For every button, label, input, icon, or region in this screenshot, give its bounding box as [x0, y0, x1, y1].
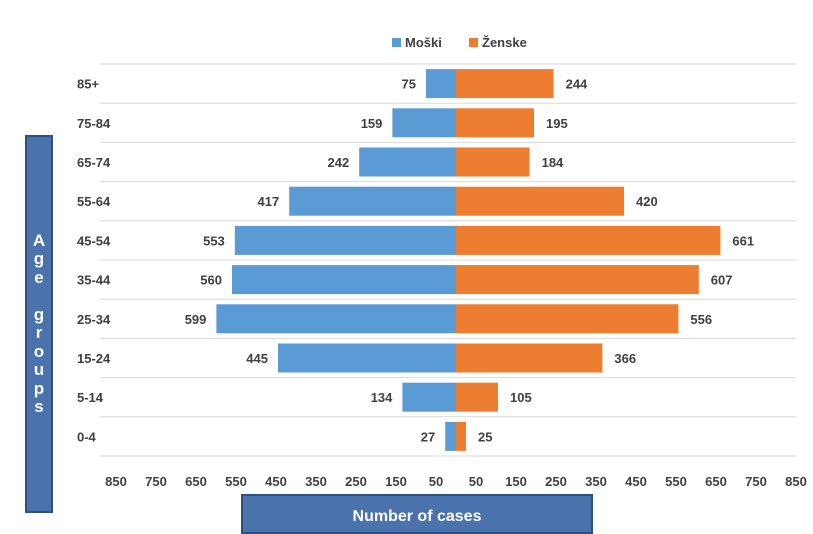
value-label-male: 134 [371, 390, 393, 405]
bar-female [456, 69, 554, 99]
x-tick-label: 550 [225, 474, 247, 489]
x-tick-label: 650 [705, 474, 727, 489]
x-tick-label: 50 [469, 474, 483, 489]
value-label-female: 195 [546, 116, 568, 131]
category-label: 5-14 [77, 390, 104, 405]
y-axis-title-char: e [34, 267, 44, 287]
x-tick-label: 850 [785, 474, 807, 489]
y-axis-title-char: p [33, 378, 45, 398]
bar-female [456, 186, 624, 216]
bar-male [359, 147, 456, 177]
legend: Moški Ženske [392, 35, 527, 50]
y-axis-title-char: A [32, 230, 46, 250]
x-tick-label: 350 [585, 474, 607, 489]
legend-swatch [469, 38, 478, 47]
value-label-male: 445 [246, 351, 268, 366]
value-label-female: 420 [636, 194, 658, 209]
value-label-male: 242 [327, 155, 349, 170]
bar-male [289, 186, 456, 216]
x-tick-label: 50 [429, 474, 443, 489]
bar-male [232, 265, 456, 295]
bar-female [456, 343, 603, 373]
y-axis-title-char: r [35, 323, 43, 342]
category-label: 65-74 [77, 155, 111, 170]
x-tick-label: 250 [345, 474, 367, 489]
bar-male [402, 382, 456, 412]
value-label-female: 184 [542, 155, 564, 170]
x-tick-label: 350 [305, 474, 327, 489]
bar-female [456, 225, 721, 255]
y-axis-title-char: o [33, 341, 45, 361]
y-axis-title-char: s [34, 397, 44, 416]
x-tick-labels: 850 750 650 550 450 350 250 150 50 50 150 250 350 450… [105, 474, 807, 489]
category-label: 55-64 [77, 194, 111, 209]
bars [216, 69, 721, 451]
gridlines [100, 63, 796, 457]
x-axis-title: Number of cases [241, 494, 593, 534]
legend-swatch [392, 38, 401, 47]
category-label: 25-34 [77, 312, 111, 327]
value-label-male: 560 [200, 273, 222, 288]
y-axis-title-char [27, 287, 51, 306]
legend-label: Ženske [482, 35, 527, 50]
bar-female [456, 304, 679, 334]
bar-female [456, 147, 530, 177]
bar-male [216, 304, 456, 334]
value-label-male: 553 [203, 233, 225, 248]
legend-label: Moški [405, 35, 442, 50]
value-label-female: 25 [478, 429, 492, 444]
value-label-female: 607 [711, 273, 733, 288]
value-label-female: 661 [732, 233, 754, 248]
category-label: 75-84 [77, 116, 111, 131]
x-tick-label: 450 [625, 474, 647, 489]
category-label: 0-4 [77, 429, 97, 444]
x-tick-label: 750 [145, 474, 167, 489]
category-label: 85+ [77, 77, 99, 92]
x-tick-label: 250 [545, 474, 567, 489]
category-labels: 85+ 75-84 65-74 55-64 45-54 35-44 25-34 15-24 5-… [77, 77, 111, 445]
bar-female [456, 265, 699, 295]
value-label-male: 417 [257, 194, 279, 209]
bar-female [456, 108, 534, 138]
y-axis-title-char: g [33, 249, 45, 268]
x-tick-label: 750 [745, 474, 767, 489]
x-tick-label: 450 [265, 474, 287, 489]
x-tick-label: 550 [665, 474, 687, 489]
x-tick-label: 850 [105, 474, 127, 489]
category-label: 15-24 [77, 351, 111, 366]
x-axis-title-text: Number of cases [352, 508, 482, 525]
value-label-female: 105 [510, 390, 532, 405]
y-axis-title-char: u [33, 360, 45, 379]
x-tick-label: 150 [385, 474, 407, 489]
bar-female [456, 382, 498, 412]
bar-male [445, 421, 456, 451]
x-tick-label: 150 [505, 474, 527, 489]
value-label-female: 244 [566, 77, 588, 92]
category-label: 35-44 [77, 273, 111, 288]
value-label-male: 159 [361, 116, 383, 131]
bar-male [278, 343, 456, 373]
bar-male [392, 108, 456, 138]
value-label-female: 366 [614, 351, 636, 366]
value-labels: 75 244 159 195 242 184 417 420 553 661 560 607 599 55… [185, 77, 754, 445]
y-axis-title-char: g [33, 304, 45, 324]
value-label-male: 599 [185, 312, 207, 327]
bar-male [234, 225, 456, 255]
value-label-male: 27 [421, 429, 435, 444]
bar-male [426, 69, 456, 99]
category-label: 45-54 [77, 233, 111, 248]
x-tick-label: 650 [185, 474, 207, 489]
bar-female [456, 421, 466, 451]
value-label-male: 75 [402, 77, 416, 92]
value-label-female: 556 [690, 312, 712, 327]
